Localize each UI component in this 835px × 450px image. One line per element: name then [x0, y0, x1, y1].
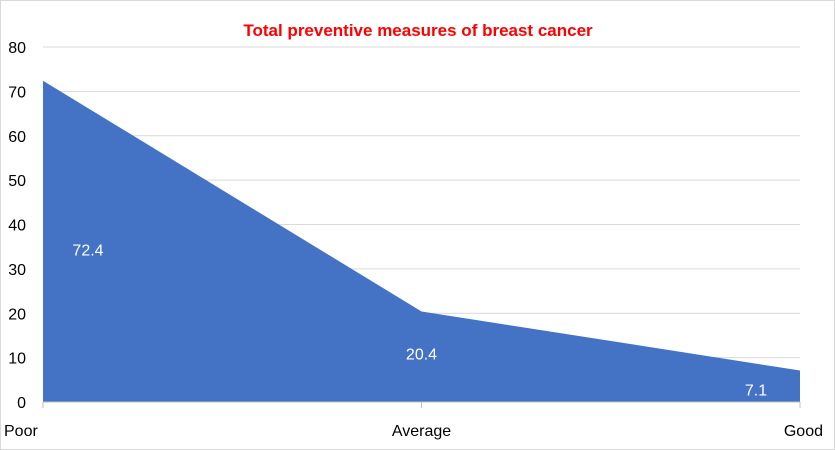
- data-label: 7.1: [745, 382, 767, 399]
- y-tick-label: 20: [8, 306, 26, 323]
- x-tick-label: Poor: [4, 423, 38, 440]
- y-axis-ticks: 0 10 20 30 40 50 60 70 80: [8, 40, 26, 412]
- chart-title: Total preventive measures of breast canc…: [243, 21, 593, 40]
- series-area: [43, 80, 800, 402]
- data-labels: 72.4 20.4 7.1: [72, 243, 767, 400]
- y-tick-label: 10: [8, 351, 26, 368]
- area-series-fill: [43, 80, 800, 402]
- y-tick-label: 80: [8, 40, 26, 57]
- x-axis: Poor Average Good: [4, 401, 823, 440]
- data-label: 20.4: [406, 346, 437, 363]
- y-tick-label: 70: [8, 84, 26, 101]
- x-tick-label: Average: [392, 423, 451, 440]
- x-tick-label: Good: [784, 423, 823, 440]
- y-tick-label: 40: [8, 218, 26, 235]
- y-tick-label: 50: [8, 173, 26, 190]
- y-tick-label: 30: [8, 262, 26, 279]
- y-tick-label: 60: [8, 129, 26, 146]
- y-tick-label: 0: [17, 395, 26, 412]
- data-label: 72.4: [72, 243, 103, 260]
